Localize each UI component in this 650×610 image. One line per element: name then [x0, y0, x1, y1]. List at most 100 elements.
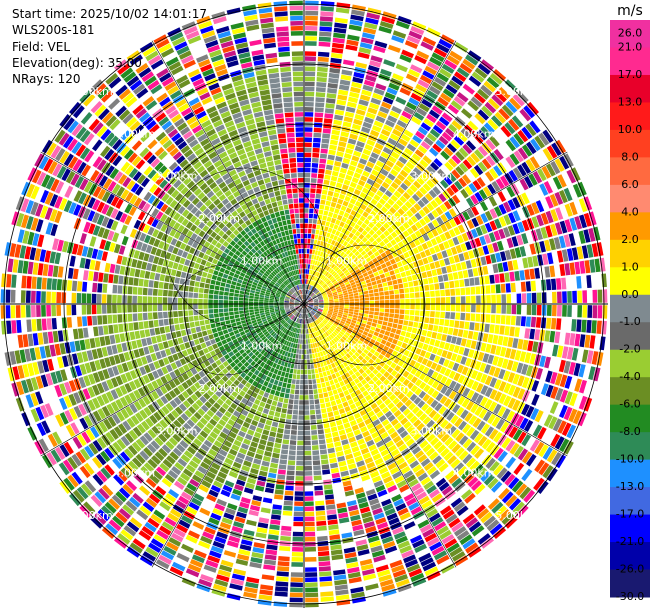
- range-gate-cell: [431, 219, 440, 228]
- range-gate-cell: [432, 124, 444, 135]
- range-gate-cell: [308, 301, 314, 303]
- range-gate-cell: [310, 244, 314, 249]
- range-gate-cell: [297, 364, 301, 370]
- range-gate-cell: [372, 319, 378, 324]
- range-gate-cell: [477, 508, 490, 520]
- range-gate-cell: [331, 197, 338, 203]
- range-gate-cell: [334, 336, 340, 342]
- range-gate-cell: [343, 312, 348, 316]
- range-gate-cell: [328, 524, 339, 531]
- range-gate-cell: [322, 469, 331, 475]
- range-gate-cell: [506, 410, 516, 422]
- range-gate-cell: [349, 306, 354, 309]
- range-gate-cell: [436, 333, 443, 340]
- range-gate-cell: [338, 279, 343, 284]
- range-gate-cell: [312, 244, 317, 250]
- range-gate-cell: [307, 279, 309, 285]
- range-gate-cell: [396, 413, 405, 422]
- range-gate-cell: [367, 318, 373, 322]
- range-gate-cell: [375, 484, 386, 493]
- range-gate-cell: [458, 253, 465, 262]
- range-gate-cell: [334, 300, 339, 303]
- range-gate-cell: [454, 180, 463, 191]
- range-gate-cell: [309, 249, 313, 254]
- range-gate-cell: [456, 530, 470, 541]
- range-gate-cell: [284, 361, 288, 367]
- range-gate-cell: [314, 290, 319, 294]
- range-gate-cell: [526, 392, 535, 404]
- range-gate-cell: [318, 168, 325, 174]
- range-gate-cell: [335, 182, 343, 189]
- range-gate-cell: [363, 573, 377, 581]
- range-gate-cell: [390, 231, 398, 239]
- range-gate-cell: [380, 531, 392, 540]
- range-gate-cell: [337, 146, 346, 153]
- range-gate-cell: [532, 171, 543, 184]
- range-gate-cell: [409, 415, 418, 424]
- range-gate-cell: [326, 195, 333, 202]
- range-gate-cell: [410, 333, 416, 340]
- range-gate-cell: [373, 315, 379, 320]
- range-gate-cell: [395, 96, 407, 105]
- range-gate-cell: [305, 577, 318, 583]
- range-gate-cell: [316, 284, 321, 289]
- range-gate-cell: [325, 200, 331, 206]
- range-gate-cell: [317, 250, 321, 256]
- range-gate-cell: [324, 253, 329, 259]
- range-gate-cell: [410, 376, 418, 384]
- range-gate-cell: [454, 417, 463, 428]
- range-gate-cell: [405, 304, 410, 310]
- range-gate-cell: [264, 451, 272, 457]
- range-gate-cell: [361, 229, 368, 236]
- range-gate-cell: [318, 357, 323, 363]
- range-gate-cell: [363, 290, 369, 295]
- range-gate-cell: [542, 129, 554, 143]
- range-gate-cell: [346, 458, 355, 465]
- range-gate-cell: [375, 83, 387, 91]
- range-gate-cell: [348, 276, 353, 281]
- range-gate-cell: [568, 362, 576, 375]
- range-gate-cell: [333, 482, 343, 489]
- range-gate-cell: [358, 291, 364, 296]
- range-gate-cell: [511, 115, 524, 128]
- range-gate-cell: [365, 112, 376, 120]
- range-gate-cell: [509, 97, 522, 110]
- range-gate-cell: [549, 357, 556, 370]
- range-gate-cell: [339, 297, 344, 301]
- range-gate-cell: [318, 566, 331, 572]
- range-gate-cell: [326, 509, 337, 515]
- range-gate-cell: [410, 367, 418, 375]
- range-gate-cell: [304, 248, 307, 254]
- range-gate-cell: [379, 240, 386, 248]
- range-gate-cell: [316, 336, 321, 342]
- range-gate-cell: [438, 116, 450, 127]
- range-gate-cell: [299, 395, 304, 400]
- range-gate-cell: [335, 7, 350, 14]
- range-gate-cell: [331, 47, 344, 54]
- range-gate-cell: [397, 360, 405, 367]
- range-gate-cell: [442, 509, 455, 520]
- range-gate-cell: [480, 285, 486, 294]
- range-gate-cell: [327, 329, 333, 334]
- range-gate-cell: [378, 133, 389, 142]
- range-gate-cell: [329, 144, 337, 151]
- range-gate-cell: [358, 179, 366, 187]
- range-gate-cell: [371, 431, 380, 439]
- range-gate-cell: [315, 277, 319, 282]
- range-gate-cell: [393, 389, 402, 397]
- range-gate-cell: [304, 435, 311, 441]
- range-gate-cell: [444, 59, 458, 70]
- range-gate-cell: [455, 166, 465, 176]
- range-gate-cell: [556, 278, 562, 290]
- range-gate-cell: [602, 289, 608, 303]
- range-gate-cell: [308, 259, 311, 264]
- range-gate-cell: [592, 305, 598, 319]
- range-gate-cell: [390, 385, 398, 393]
- range-gate-cell: [322, 371, 327, 377]
- range-gate-cell: [434, 283, 440, 290]
- range-gate-cell: [537, 426, 547, 440]
- range-gate-cell: [555, 139, 567, 154]
- range-gate-cell: [413, 180, 422, 189]
- range-gate-cell: [372, 507, 383, 516]
- range-gate-cell: [408, 68, 421, 78]
